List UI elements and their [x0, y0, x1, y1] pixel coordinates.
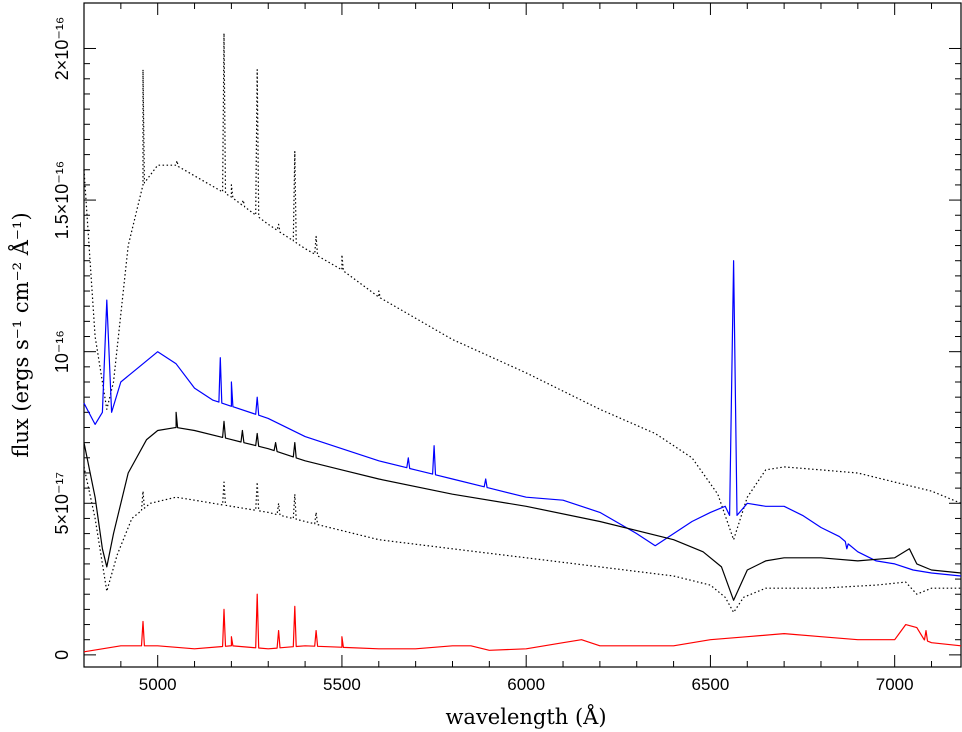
x-tick-labels: 5000 5500 6000 6500 7000: [139, 675, 914, 694]
y-tick-labels: 0 5×10⁻¹⁷ 10⁻¹⁶ 1.5×10⁻¹⁶ 2×10⁻¹⁶: [52, 17, 72, 660]
y-tick-label: 5×10⁻¹⁷: [52, 472, 72, 535]
series-line-5: [83, 593, 962, 653]
series-line-3: [83, 411, 962, 601]
x-tick-label: 5000: [139, 675, 177, 694]
x-tick-label: 6000: [507, 675, 545, 694]
x-tick-label: 5500: [323, 675, 361, 694]
series-line-1: [83, 32, 962, 541]
y-tick-label: 1.5×10⁻¹⁶: [52, 161, 72, 239]
series-line-2: [83, 260, 962, 577]
plot-frame: [83, 2, 962, 668]
series-layer: [83, 32, 962, 653]
y-tick-label: 2×10⁻¹⁶: [52, 17, 72, 80]
x-axis-title: wavelength (Å): [445, 704, 606, 729]
x-tick-label: 7000: [876, 675, 914, 694]
y-axis-title: flux (ergs s⁻¹ cm⁻² Å⁻¹): [8, 212, 33, 457]
series-line-4: [83, 466, 961, 613]
x-tick-label: 6500: [692, 675, 730, 694]
axis-ticks: [83, 3, 961, 667]
y-tick-label: 10⁻¹⁶: [52, 330, 72, 373]
y-tick-label: 0: [52, 650, 72, 660]
